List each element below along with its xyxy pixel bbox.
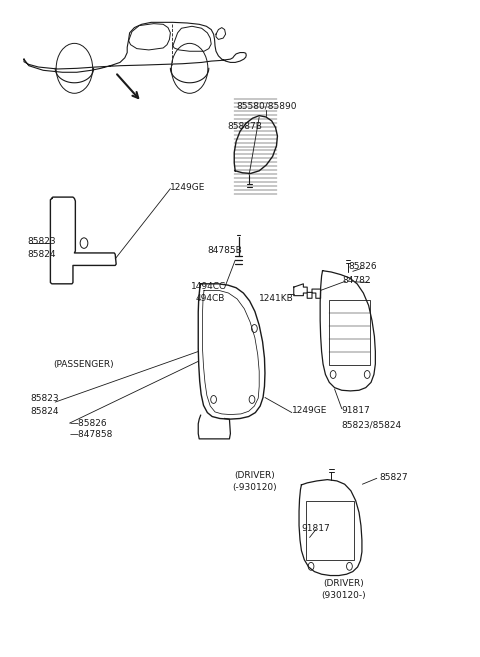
Text: 91817: 91817 bbox=[301, 524, 330, 533]
Text: —847858: —847858 bbox=[70, 430, 113, 440]
Text: 1241KB: 1241KB bbox=[259, 294, 294, 304]
Text: (DRIVER): (DRIVER) bbox=[323, 579, 363, 588]
Text: —85826: —85826 bbox=[70, 419, 107, 428]
Text: 85580/85890: 85580/85890 bbox=[236, 102, 297, 111]
Text: 1249GE: 1249GE bbox=[292, 406, 327, 415]
Text: 85826: 85826 bbox=[348, 261, 377, 271]
Text: 1249GE: 1249GE bbox=[170, 183, 206, 192]
Bar bbox=[306, 501, 354, 560]
Text: (DRIVER): (DRIVER) bbox=[234, 471, 275, 480]
Text: 84782: 84782 bbox=[342, 276, 371, 285]
Text: 85823: 85823 bbox=[30, 394, 59, 403]
Bar bbox=[329, 300, 370, 365]
Text: 85824: 85824 bbox=[30, 407, 59, 417]
Text: 85823/85824: 85823/85824 bbox=[342, 420, 402, 430]
Text: (-930120): (-930120) bbox=[232, 483, 276, 492]
Text: 85827: 85827 bbox=[379, 473, 408, 482]
Text: 1494CC: 1494CC bbox=[191, 282, 227, 291]
Text: (PASSENGER): (PASSENGER) bbox=[54, 360, 114, 369]
Text: 494CB: 494CB bbox=[195, 294, 225, 303]
Text: 85823: 85823 bbox=[28, 237, 57, 246]
Text: 91817: 91817 bbox=[342, 406, 371, 415]
Text: (930120-): (930120-) bbox=[321, 591, 365, 600]
Text: 85887B: 85887B bbox=[228, 122, 262, 131]
Text: 85824: 85824 bbox=[28, 250, 56, 259]
Text: 84785B: 84785B bbox=[207, 246, 242, 256]
